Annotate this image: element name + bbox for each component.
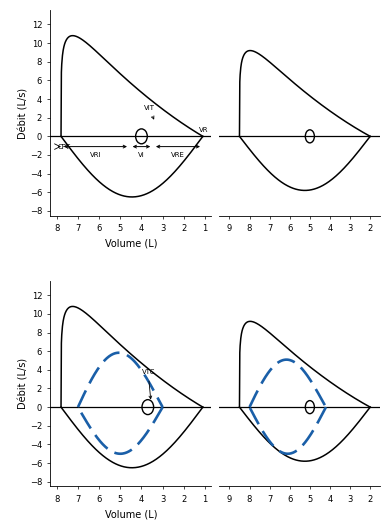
Text: VI: VI — [138, 152, 145, 158]
Text: VR: VR — [199, 127, 208, 133]
X-axis label: Volume (L): Volume (L) — [105, 509, 157, 519]
Text: VTC: VTC — [142, 369, 155, 399]
Text: CPT: CPT — [58, 144, 71, 150]
Y-axis label: Débit (L/s): Débit (L/s) — [18, 87, 28, 139]
Text: VRE: VRE — [171, 152, 185, 158]
Text: VIT: VIT — [144, 105, 154, 119]
Y-axis label: Débit (L/s): Débit (L/s) — [18, 358, 28, 410]
Text: VRI: VRI — [90, 152, 101, 158]
X-axis label: Volume (L): Volume (L) — [105, 238, 157, 248]
